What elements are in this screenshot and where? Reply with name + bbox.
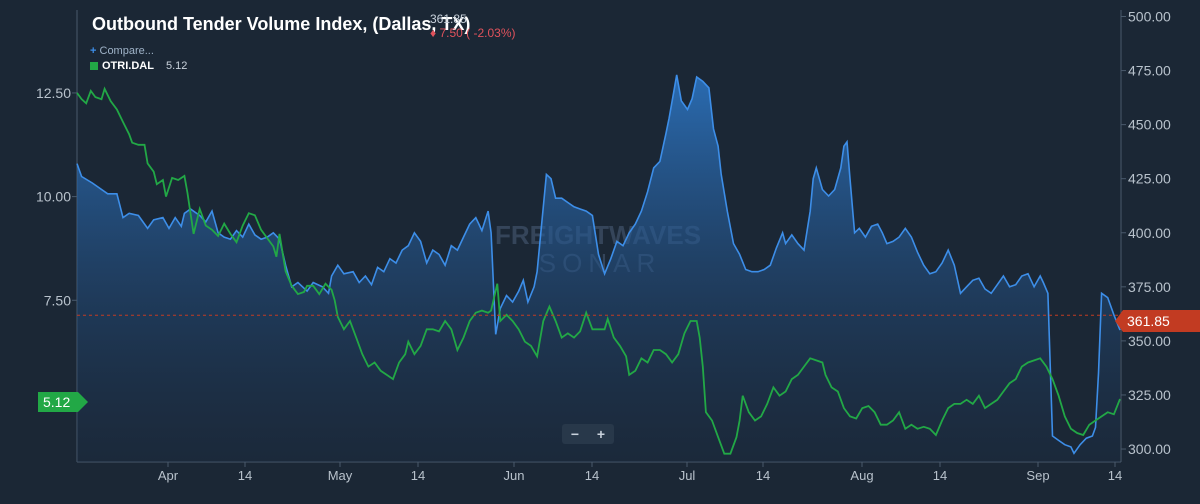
x-tick-label: Sep <box>1026 468 1049 483</box>
quote-price: 361.85 <box>430 12 467 26</box>
axes-layer: 500.00 475.00 450.00 425.00 400.00 375.00 350.… <box>36 8 1171 483</box>
right-tick-label: 300.00 <box>1128 441 1171 457</box>
right-tick-label: 425.00 <box>1128 171 1171 187</box>
legend: + Compare... OTRI.DAL 5.12 <box>90 44 187 74</box>
legend-item-otri[interactable]: OTRI.DAL 5.12 <box>90 59 187 74</box>
x-tick-label: 14 <box>1108 468 1122 483</box>
right-tick-label: 375.00 <box>1128 279 1171 295</box>
green-square-icon <box>90 62 98 71</box>
x-tick-label: 14 <box>933 468 947 483</box>
value-tag-left-text: 5.12 <box>43 394 70 410</box>
right-tick-label: 475.00 <box>1128 63 1171 79</box>
otvi-area <box>77 74 1120 463</box>
right-tick-label: 325.00 <box>1128 387 1171 403</box>
x-tick-label: Jun <box>504 468 525 483</box>
zoom-in-button[interactable]: + <box>596 426 606 442</box>
quote-change: ♦ 7.50 ( -2.03%) <box>430 26 516 40</box>
x-tick-label: 14 <box>585 468 599 483</box>
x-tick-label: 14 <box>238 468 252 483</box>
otri-series-line <box>76 86 1121 455</box>
price-tag-right-text: 361.85 <box>1127 313 1170 329</box>
plus-icon: + <box>90 45 97 57</box>
zoom-out-button[interactable]: − <box>570 426 580 442</box>
right-tick-label: 350.00 <box>1128 333 1171 349</box>
left-tick-label: 7.50 <box>44 292 71 308</box>
x-tick-label: 14 <box>411 468 425 483</box>
zoom-controls: − + <box>562 424 614 444</box>
x-tick-label: 14 <box>756 468 770 483</box>
legend-series-value: 5.12 <box>165 60 188 72</box>
x-tick-label: Apr <box>158 468 179 483</box>
left-tick-label: 12.50 <box>36 85 71 101</box>
value-tag-left: 5.12 <box>38 392 88 412</box>
right-tick-label: 500.00 <box>1128 8 1171 24</box>
right-tick-label: 450.00 <box>1128 117 1171 133</box>
legend-series-name: OTRI.DAL <box>102 60 154 72</box>
compare-label: Compare... <box>99 45 154 57</box>
chart-title: Outbound Tender Volume Index, (Dallas, T… <box>92 14 471 34</box>
price-tag-right: 361.85 <box>1115 310 1200 332</box>
left-tick-label: 10.00 <box>36 189 71 205</box>
x-tick-label: Jul <box>679 468 696 483</box>
right-tick-label: 400.00 <box>1128 225 1171 241</box>
x-tick-label: May <box>328 468 353 483</box>
compare-button[interactable]: + Compare... <box>90 44 187 59</box>
quote-box: 361.85 ♦ 7.50 ( -2.03%) <box>430 12 516 40</box>
x-tick-label: Aug <box>850 468 873 483</box>
